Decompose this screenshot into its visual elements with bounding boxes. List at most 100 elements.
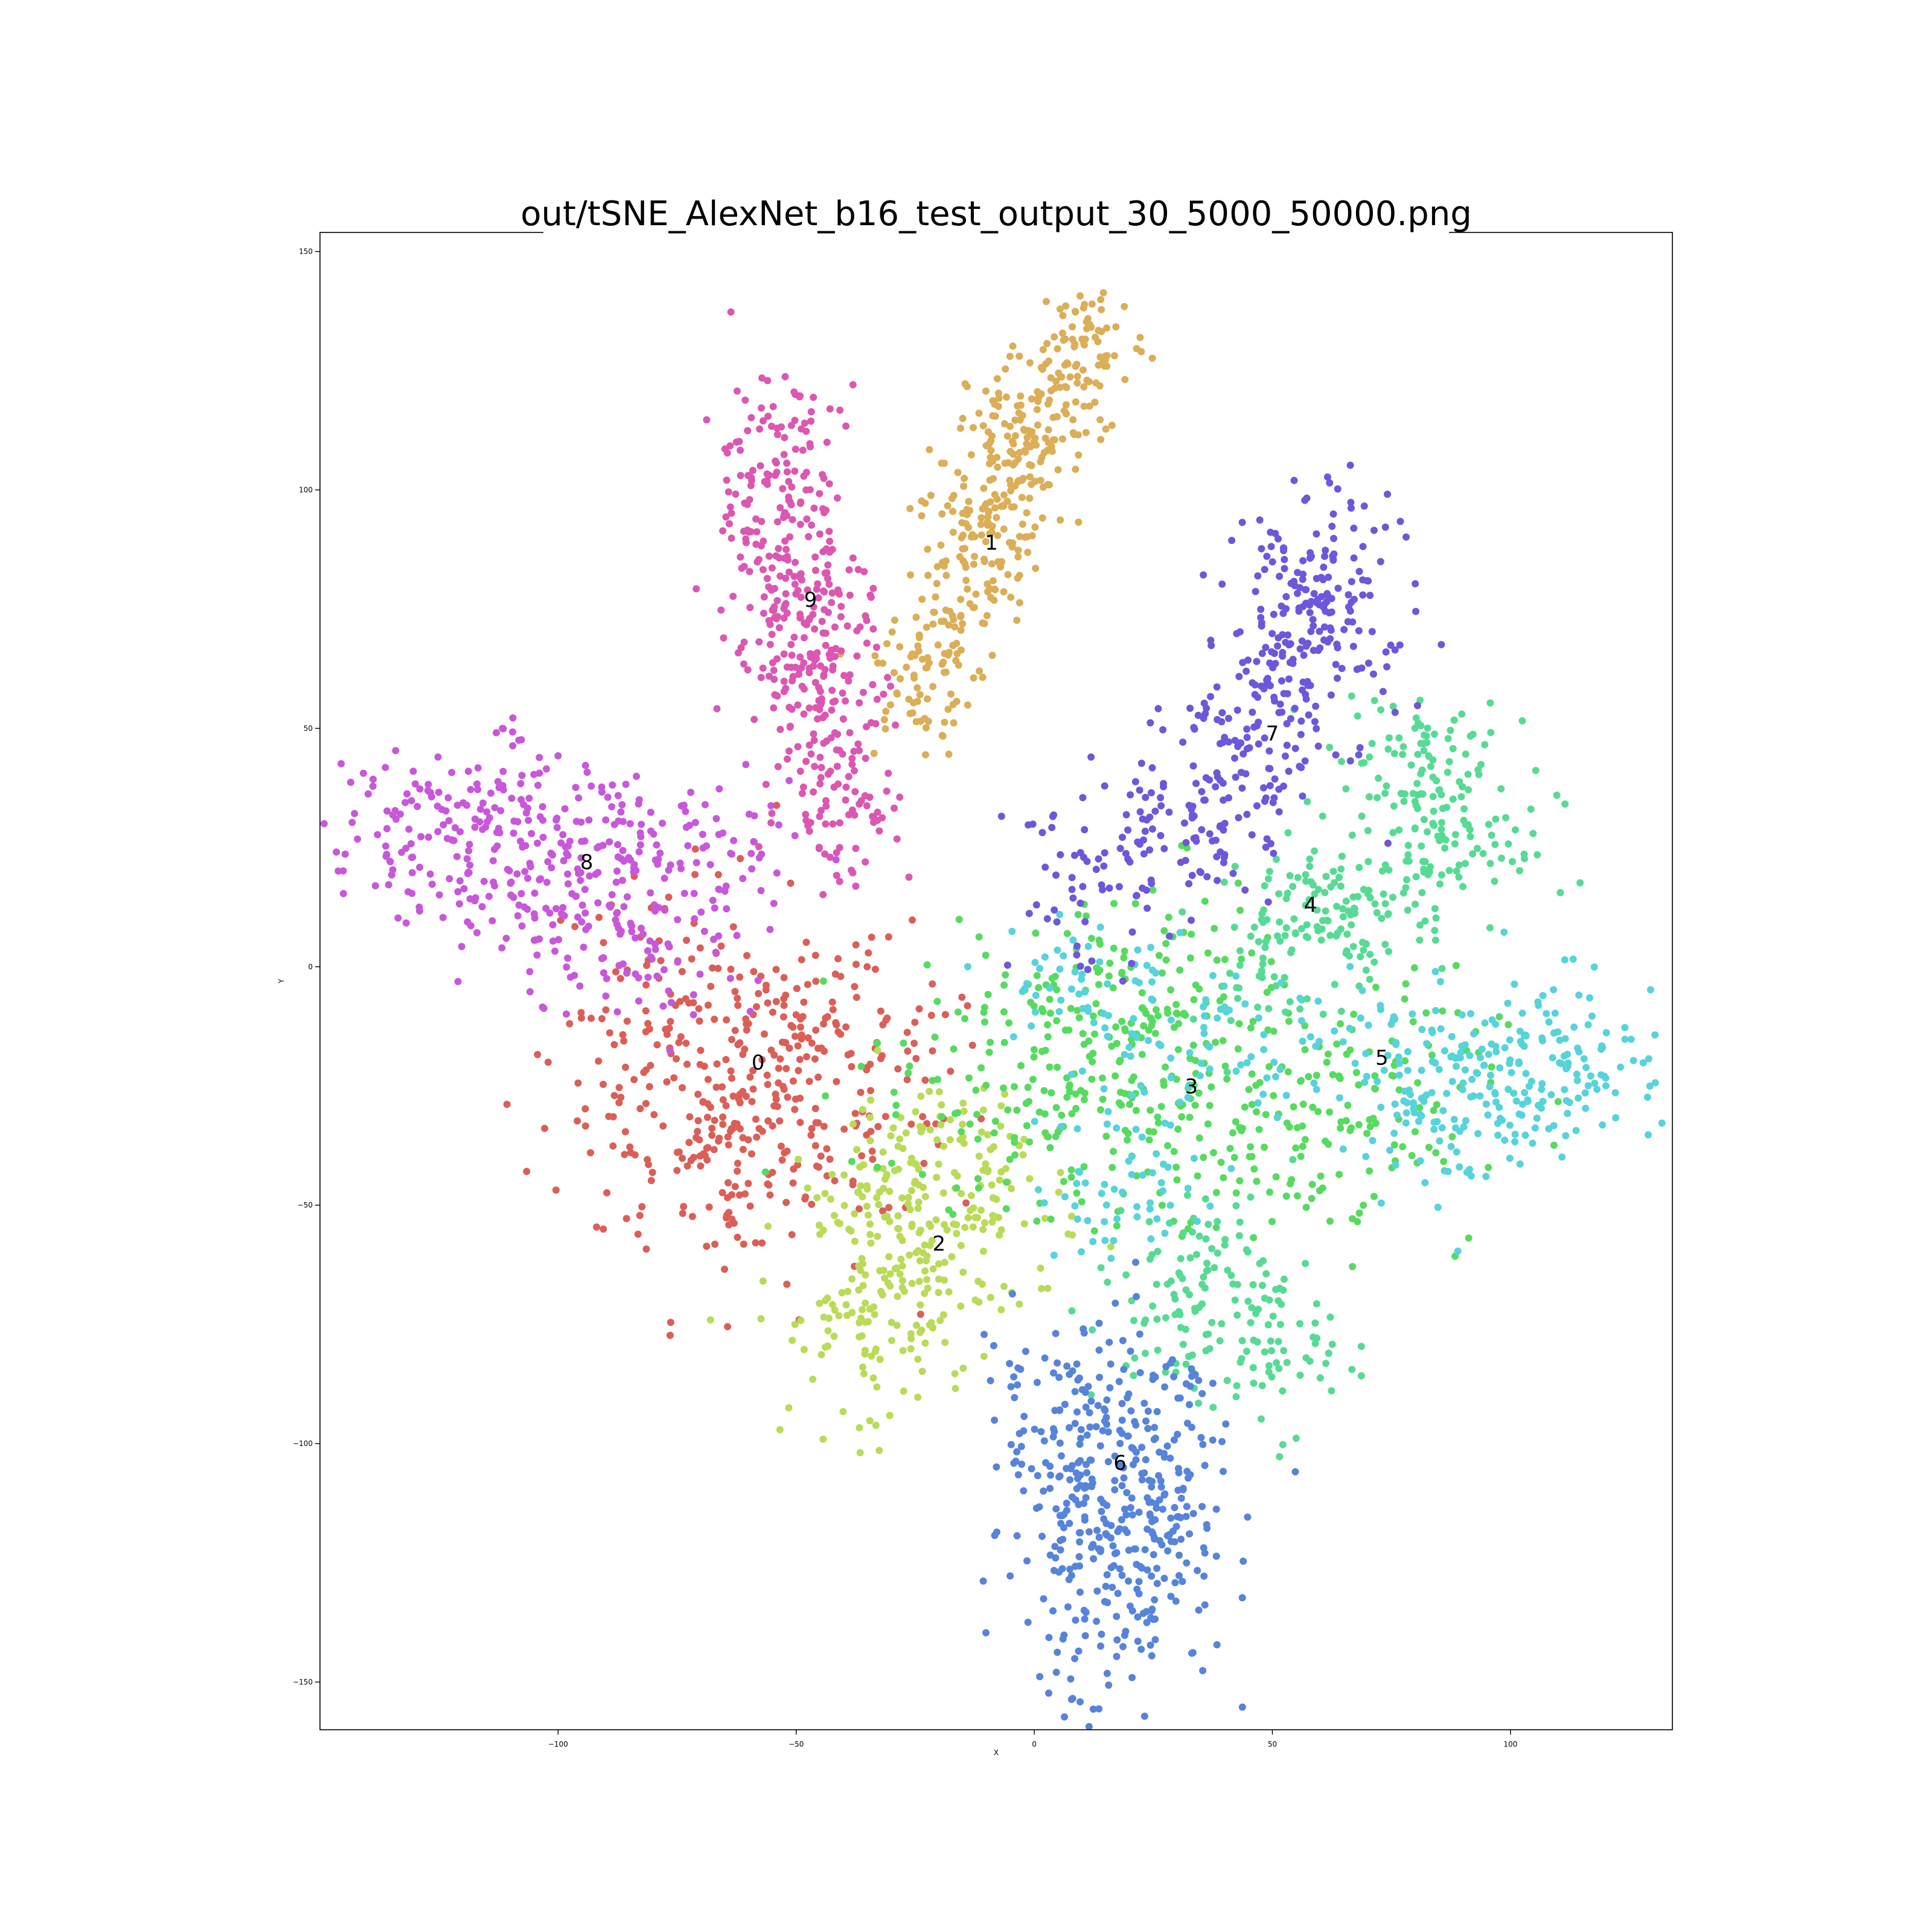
scatter-point-class-6 <box>1076 1538 1084 1546</box>
scatter-point-class-8 <box>408 797 415 805</box>
scatter-point-class-2 <box>842 1301 850 1309</box>
scatter-point-class-4 <box>1313 1300 1320 1308</box>
scatter-point-class-0 <box>734 1159 741 1167</box>
scatter-point-class-8 <box>575 794 583 802</box>
scatter-point-class-8 <box>491 804 499 811</box>
scatter-point-class-8 <box>664 940 672 948</box>
scatter-point-class-8 <box>653 972 661 980</box>
scatter-point-class-5 <box>1206 1043 1214 1051</box>
scatter-point-class-5 <box>1531 1124 1539 1132</box>
scatter-point-class-8 <box>598 783 606 791</box>
scatter-point-class-5 <box>1434 1203 1442 1211</box>
scatter-point-class-4 <box>1462 750 1470 758</box>
scatter-point-class-4 <box>1421 917 1429 925</box>
scatter-point-class-5 <box>1501 1044 1509 1052</box>
scatter-point-class-1 <box>1015 476 1023 484</box>
scatter-point-class-4 <box>1208 1319 1216 1326</box>
scatter-point-class-0 <box>574 1079 582 1087</box>
scatter-point-class-2 <box>828 1171 836 1179</box>
scatter-point-class-6 <box>1239 1557 1247 1565</box>
scatter-point-class-4 <box>1492 815 1500 823</box>
scatter-point-class-5 <box>1101 1236 1109 1244</box>
scatter-point-class-7 <box>1262 794 1270 802</box>
scatter-point-class-0 <box>968 1041 976 1049</box>
scatter-point-class-0 <box>778 1038 786 1046</box>
scatter-point-class-5 <box>1516 1028 1524 1035</box>
scatter-point-class-9 <box>764 377 772 385</box>
scatter-point-class-4 <box>1275 890 1283 898</box>
scatter-point-class-1 <box>918 595 926 603</box>
scatter-point-class-2 <box>935 1288 942 1296</box>
scatter-point-class-1 <box>1071 307 1079 315</box>
scatter-point-class-5 <box>1270 1058 1278 1066</box>
scatter-point-class-2 <box>869 1374 877 1382</box>
scatter-point-class-6 <box>1194 1567 1201 1575</box>
scatter-point-class-4 <box>1375 775 1383 782</box>
scatter-point-class-0 <box>792 1011 800 1019</box>
scatter-point-class-5 <box>1176 1098 1184 1106</box>
scatter-point-class-5 <box>1441 1047 1448 1055</box>
scatter-point-class-7 <box>1243 725 1251 733</box>
scatter-point-class-5 <box>1466 1052 1474 1060</box>
scatter-point-class-4 <box>1348 692 1355 700</box>
scatter-point-class-6 <box>1103 1421 1111 1428</box>
scatter-point-class-0 <box>772 997 780 1005</box>
scatter-point-class-9 <box>776 572 784 580</box>
scatter-point-class-2 <box>866 1220 874 1228</box>
scatter-point-class-5 <box>1545 1018 1553 1026</box>
scatter-point-class-4 <box>1576 879 1584 887</box>
scatter-point-class-9 <box>817 764 825 772</box>
scatter-point-class-0 <box>719 1121 727 1128</box>
scatter-point-class-1 <box>965 497 973 505</box>
scatter-point-class-4 <box>1371 900 1379 907</box>
scatter-point-class-0 <box>606 1029 613 1037</box>
scatter-point-class-5 <box>1505 1086 1512 1093</box>
scatter-point-class-4 <box>1325 1349 1332 1357</box>
scatter-point-class-3 <box>1068 1110 1076 1118</box>
scatter-point-class-3 <box>933 997 941 1005</box>
scatter-point-class-9 <box>822 802 830 810</box>
scatter-point-class-9 <box>755 843 763 851</box>
scatter-point-class-6 <box>1174 1430 1182 1438</box>
scatter-point-class-0 <box>571 923 579 930</box>
scatter-point-class-6 <box>1042 1459 1049 1467</box>
scatter-point-class-6 <box>1086 1409 1093 1416</box>
scatter-point-class-5 <box>1166 1121 1174 1129</box>
scatter-point-class-0 <box>791 1105 799 1113</box>
scatter-point-class-8 <box>416 863 424 871</box>
scatter-point-class-6 <box>1170 1373 1178 1381</box>
scatter-point-class-1 <box>970 424 977 432</box>
scatter-point-class-8 <box>509 714 517 722</box>
scatter-point-class-1 <box>1136 334 1144 341</box>
scatter-point-class-7 <box>1258 545 1265 552</box>
scatter-point-class-0 <box>852 994 860 1001</box>
scatter-point-class-4 <box>1153 1316 1161 1323</box>
scatter-point-class-7 <box>1299 603 1307 610</box>
scatter-point-class-5 <box>1104 980 1112 988</box>
scatter-point-class-3 <box>1131 900 1139 907</box>
scatter-point-class-9 <box>802 811 810 818</box>
scatter-point-class-6 <box>1150 1551 1157 1558</box>
scatter-point-class-4 <box>1258 1282 1266 1289</box>
scatter-point-class-6 <box>1067 1675 1075 1683</box>
scatter-point-class-2 <box>795 1156 802 1163</box>
scatter-point-class-9 <box>801 419 808 427</box>
scatter-point-class-2 <box>902 1129 910 1137</box>
scatter-point-class-5 <box>1391 1100 1399 1108</box>
scatter-point-class-2 <box>989 1194 997 1202</box>
scatter-point-class-7 <box>1213 769 1221 777</box>
scatter-point-class-3 <box>1409 1018 1417 1026</box>
scatter-point-class-8 <box>626 820 634 828</box>
scatter-point-class-9 <box>852 882 860 890</box>
scatter-point-class-1 <box>980 555 988 563</box>
scatter-point-class-4 <box>1505 840 1512 848</box>
scatter-point-class-1 <box>1002 365 1009 373</box>
scatter-point-class-7 <box>1200 714 1208 722</box>
scatter-point-class-4 <box>1404 906 1412 914</box>
scatter-point-class-6 <box>1151 1435 1159 1442</box>
scatter-point-class-6 <box>1045 1634 1053 1642</box>
scatter-point-class-3 <box>1370 1192 1378 1200</box>
scatter-point-class-0 <box>746 1202 754 1210</box>
scatter-point-class-0 <box>724 1133 732 1141</box>
scatter-point-class-6 <box>1212 1505 1220 1513</box>
